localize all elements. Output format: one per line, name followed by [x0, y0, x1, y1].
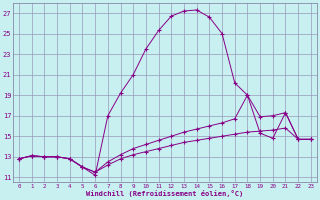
X-axis label: Windchill (Refroidissement éolien,°C): Windchill (Refroidissement éolien,°C) [86, 190, 244, 197]
